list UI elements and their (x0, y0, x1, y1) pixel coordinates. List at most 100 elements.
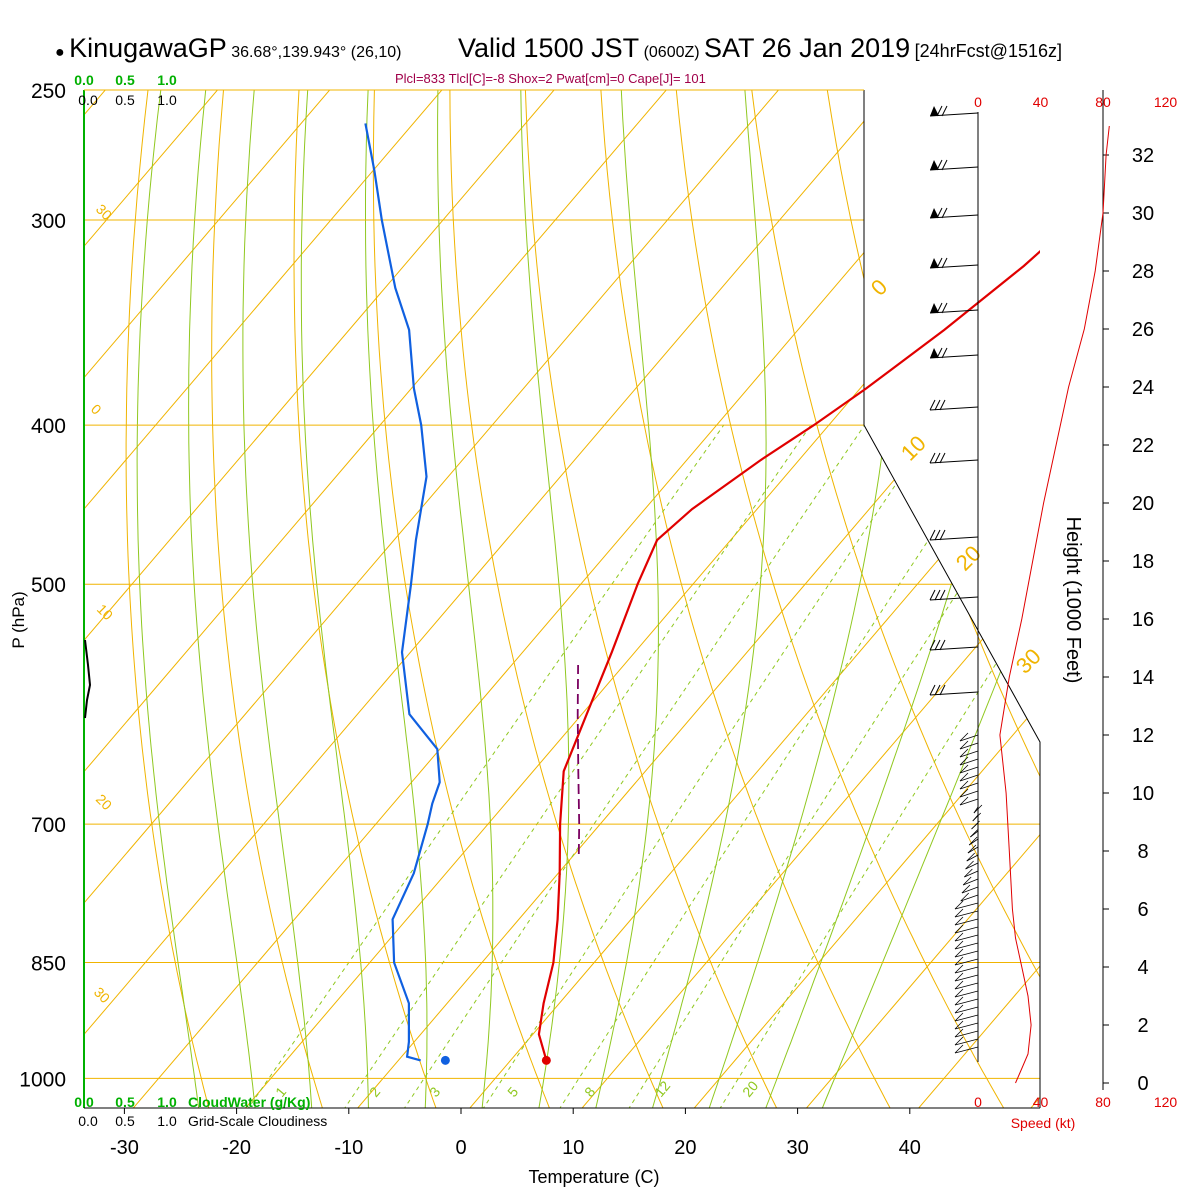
wind-barb (954, 1022, 979, 1030)
wind-barb (954, 950, 979, 958)
wind-barb-feather (929, 589, 936, 601)
wind-barb-feather (954, 1036, 964, 1046)
wind-barb (967, 846, 979, 854)
wind-barb-feather (954, 924, 964, 934)
isotherm-line (357, 308, 1040, 1108)
wind-barb-feather (967, 844, 977, 854)
isotherm-line (132, 90, 1004, 1108)
dry-adiabat-line (125, 90, 210, 1108)
height-tick-label: 4 (1137, 957, 1148, 979)
wind-barb-feather (959, 748, 969, 758)
wind-barb-feather (959, 764, 969, 774)
mixing-ratio-line (403, 424, 866, 1108)
isotherm-label: 30 (91, 984, 113, 1006)
wind-barb (959, 758, 979, 766)
wind-barb (960, 894, 979, 902)
dry-adiabat-line (449, 90, 664, 1108)
isotherm-line (84, 90, 667, 773)
wind-barb-feather (970, 828, 979, 838)
height-tick-label: 6 (1137, 899, 1148, 921)
cloudiness-scale-top: 1.0 (157, 92, 177, 108)
wind-barb (959, 750, 979, 758)
speed-tick-label-bottom: 40 (1033, 1094, 1049, 1110)
temperature-line (537, 250, 1040, 1061)
wind-barb-feather (934, 684, 941, 696)
x-tick-label: 30 (786, 1137, 808, 1159)
speed-tick-label-top: 40 (1033, 94, 1049, 110)
speed-tick-label-top: 80 (1095, 94, 1111, 110)
height-tick-label: 2 (1137, 1015, 1148, 1037)
wind-barb-feather (939, 589, 946, 601)
wind-barb-feather (959, 740, 969, 750)
isotherm-line (84, 90, 219, 248)
wind-barb (959, 798, 979, 806)
moist-adiabat-line (136, 90, 200, 1108)
parcel-line (576, 664, 581, 855)
wind-barb-feather (966, 852, 976, 862)
moist-adiabat-line (821, 569, 1040, 1108)
wind-speed-line (999, 125, 1110, 1084)
wind-barb (954, 1014, 979, 1022)
isotherm-line (84, 90, 331, 379)
wind-barb-feather (962, 876, 972, 886)
wind-barb-feather (936, 257, 943, 269)
wind-barb (954, 1030, 979, 1038)
cloud-water-scale-top: 0.0 (74, 72, 94, 88)
wind-barb-flag (930, 303, 939, 313)
wind-barb (954, 1046, 979, 1054)
wind-barb-feather (954, 988, 964, 998)
wind-barb (954, 958, 979, 966)
cloudiness-scale-bottom: 0.5 (115, 1113, 135, 1129)
forecast-info: [24hrFcst@1516z] (914, 41, 1062, 61)
isotherm-line (0, 0, 551, 1118)
wind-barb (959, 790, 979, 798)
wind-barb-feather (954, 932, 964, 942)
speed-tick-label-bottom: 80 (1095, 1094, 1111, 1110)
wind-barb-feather (954, 956, 964, 966)
x-tick-label: 40 (899, 1137, 921, 1159)
wind-barb-feather (954, 948, 964, 958)
wind-barb-feather (968, 836, 978, 846)
wind-barb (954, 918, 979, 926)
wind-barb (929, 596, 979, 601)
wind-barb (954, 934, 979, 942)
wind-barb (959, 774, 979, 782)
wind-barb-feather (954, 1028, 964, 1038)
pressure-tick-label: 500 (31, 574, 66, 597)
height-tick-label: 32 (1132, 145, 1154, 167)
chart-title: ● KinugawaGP 36.68°,139.943° (26,10) (55, 33, 401, 64)
x-tick-label: 20 (674, 1137, 696, 1159)
x-tick-label: 10 (562, 1137, 584, 1159)
cloudiness-trace (84, 639, 92, 719)
cloudiness-scale-top: 0.0 (78, 92, 98, 108)
wind-barb-feather (929, 399, 936, 411)
wind-barb-feather (936, 347, 943, 359)
surface-temperature-marker (541, 1055, 551, 1065)
wind-barb-feather (941, 347, 948, 359)
dry-adiabat-line (751, 90, 1040, 978)
sounding-parameters: Plcl=833 Tlcl[C]=-8 Shox=2 Pwat[cm]=0 Ca… (395, 71, 706, 86)
plot-frame (83, 89, 1200, 1108)
wind-barb-feather (959, 756, 969, 766)
dry-adiabat-line (372, 90, 550, 1108)
isotherm-label: 0 (88, 401, 105, 418)
height-tick-label: 8 (1137, 841, 1148, 863)
cloud-water-scale-top: 0.5 (115, 72, 135, 88)
height-tick-label: 30 (1132, 203, 1154, 225)
wind-barb-feather (941, 159, 948, 171)
wind-barb-feather (954, 964, 964, 974)
wind-barb-feather (954, 916, 964, 926)
wind-barb (929, 406, 979, 411)
wind-barb-feather (965, 860, 974, 870)
wind-barb (959, 742, 979, 750)
cloudiness-scale-bottom: 1.0 (157, 1113, 177, 1129)
dry-adiabat-line (524, 90, 778, 1108)
wind-barb-feather (934, 399, 941, 411)
wind-barb-feather (954, 1004, 964, 1014)
wind-barb-feather (954, 980, 964, 990)
wind-barb-feather (934, 529, 941, 541)
wind-barb (966, 854, 979, 862)
wind-barb (959, 782, 979, 790)
